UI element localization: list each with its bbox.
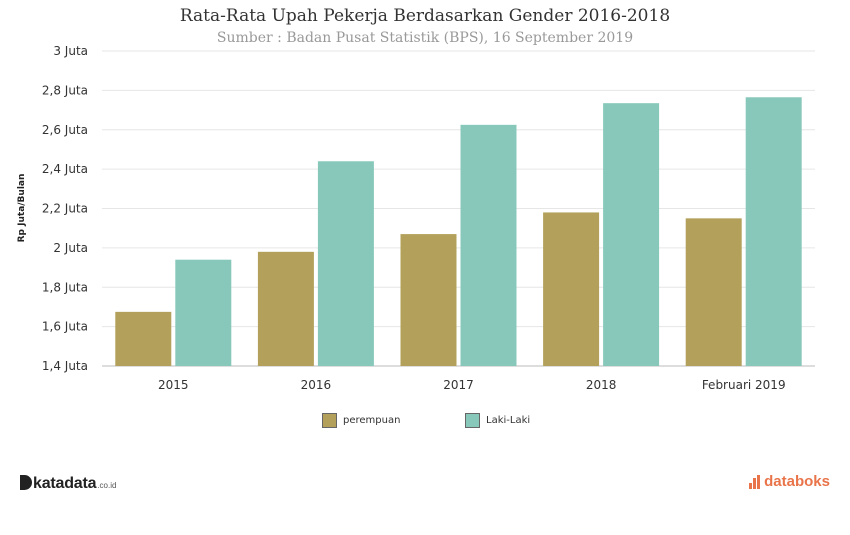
bar-laki-laki-2017[interactable] bbox=[460, 124, 517, 366]
y-tick-label: 3 Juta bbox=[53, 44, 88, 58]
y-tick-label: 2 Juta bbox=[53, 241, 88, 255]
y-tick-label: 2,8 Juta bbox=[42, 83, 88, 97]
bar-laki-laki-2018[interactable] bbox=[603, 103, 660, 366]
databoks-logo: databoks bbox=[749, 473, 830, 490]
x-tick-labels: 2015 2016 2017 2018 Februari 2019 bbox=[158, 378, 786, 392]
katadata-logo: katadata .co.id bbox=[20, 473, 116, 493]
x-tick-label: 2017 bbox=[443, 378, 474, 392]
y-tick-label: 2,2 Juta bbox=[42, 202, 88, 216]
bar-laki-laki-2015[interactable] bbox=[175, 259, 232, 366]
bar-perempuan-2018[interactable] bbox=[543, 212, 600, 366]
x-tick-label: 2016 bbox=[301, 378, 332, 392]
legend-item-perempuan[interactable]: perempuan bbox=[322, 413, 400, 428]
chart-subtitle: Sumber : Badan Pusat Statistik (BPS), 16… bbox=[216, 30, 634, 46]
legend-label-laki-laki: Laki-Laki bbox=[486, 415, 531, 426]
x-tick-label: 2015 bbox=[158, 378, 189, 392]
y-tick-label: 1,4 Juta bbox=[42, 359, 88, 373]
bars bbox=[115, 97, 802, 366]
databoks-bars-icon bbox=[749, 474, 761, 489]
bar-perempuan-2015[interactable] bbox=[115, 311, 172, 366]
databoks-name: databoks bbox=[764, 473, 830, 490]
x-tick-label: 2018 bbox=[586, 378, 617, 392]
bar-laki-laki-2016[interactable] bbox=[317, 161, 374, 366]
legend-label-perempuan: perempuan bbox=[343, 415, 401, 426]
legend: perempuan Laki-Laki bbox=[0, 413, 850, 433]
y-tick-label: 2,4 Juta bbox=[42, 162, 88, 176]
y-axis-label: Rp Juta/Bulan bbox=[17, 174, 27, 243]
chart-title: Rata-Rata Upah Pekerja Berdasarkan Gende… bbox=[179, 6, 671, 26]
bar-perempuan-februari-2019[interactable] bbox=[685, 218, 742, 366]
bar-perempuan-2016[interactable] bbox=[257, 251, 314, 366]
y-tick-label: 1,6 Juta bbox=[42, 320, 88, 334]
bar-laki-laki-februari-2019[interactable] bbox=[745, 97, 802, 366]
legend-item-laki-laki[interactable]: Laki-Laki bbox=[465, 413, 530, 428]
katadata-suffix: .co.id bbox=[97, 481, 117, 490]
katadata-name: katadata bbox=[33, 475, 97, 492]
legend-swatch-perempuan bbox=[322, 413, 337, 428]
bar-perempuan-2017[interactable] bbox=[400, 234, 457, 366]
legend-swatch-laki-laki bbox=[465, 413, 480, 428]
x-tick-label: Februari 2019 bbox=[702, 378, 786, 392]
bar-chart: 1,4 Juta 1,6 Juta 1,8 Juta 2 Juta 2,2 Juta 2,… bbox=[17, 44, 815, 392]
y-tick-label: 2,6 Juta bbox=[42, 123, 88, 137]
katadata-d-icon bbox=[20, 475, 32, 490]
y-tick-label: 1,8 Juta bbox=[42, 280, 88, 294]
y-tick-labels: 1,4 Juta 1,6 Juta 1,8 Juta 2 Juta 2,2 Juta 2,… bbox=[42, 44, 88, 373]
